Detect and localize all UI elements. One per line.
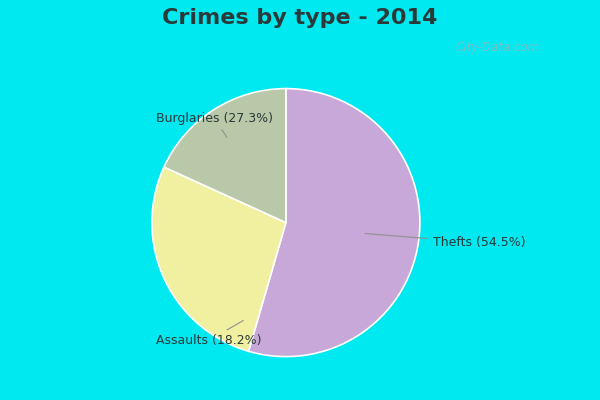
Text: City-Data.com: City-Data.com (456, 42, 540, 54)
Text: Thefts (54.5%): Thefts (54.5%) (365, 234, 526, 249)
Text: Assaults (18.2%): Assaults (18.2%) (156, 320, 262, 347)
Text: Crimes by type - 2014: Crimes by type - 2014 (163, 8, 437, 28)
Wedge shape (164, 89, 286, 222)
Text: Burglaries (27.3%): Burglaries (27.3%) (156, 112, 273, 137)
Wedge shape (152, 167, 286, 351)
Wedge shape (248, 89, 420, 356)
